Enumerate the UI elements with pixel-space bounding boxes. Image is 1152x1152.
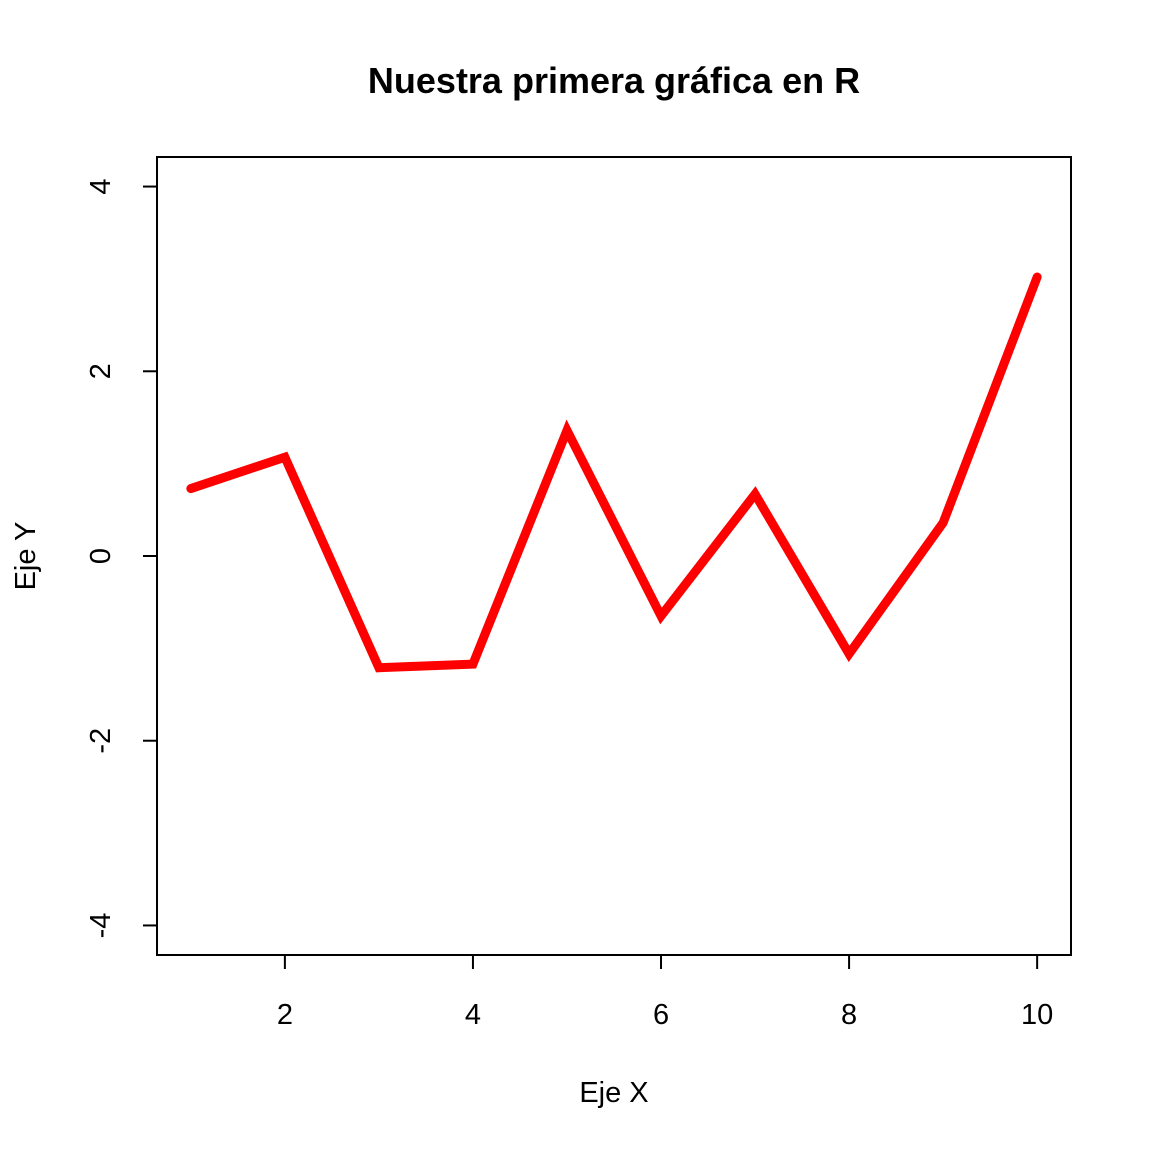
x-tick-label: 2: [277, 999, 293, 1031]
y-tick-label: 0: [85, 548, 117, 564]
plot-area: [156, 156, 1072, 956]
y-axis-label: Eje Y: [10, 522, 42, 591]
y-axis-ticks: -4 -2 0 2 4: [85, 178, 157, 938]
y-tick-label: 4: [85, 178, 117, 194]
x-axis-label: Eje X: [579, 1077, 648, 1109]
x-tick-label: 8: [841, 999, 857, 1031]
y-tick-label: -4: [85, 913, 117, 939]
y-tick-label: 2: [85, 363, 117, 379]
chart-title: Nuestra primera gráfica en R: [368, 60, 860, 101]
x-axis-ticks: 2 4 6 8 10: [277, 955, 1053, 1031]
series-layer: [186, 272, 1042, 673]
x-tick-label: 4: [465, 999, 481, 1031]
series-line: [186, 272, 1042, 673]
y-tick-label: -2: [85, 728, 117, 754]
x-tick-label: 6: [653, 999, 669, 1031]
x-tick-label: 10: [1021, 999, 1053, 1031]
